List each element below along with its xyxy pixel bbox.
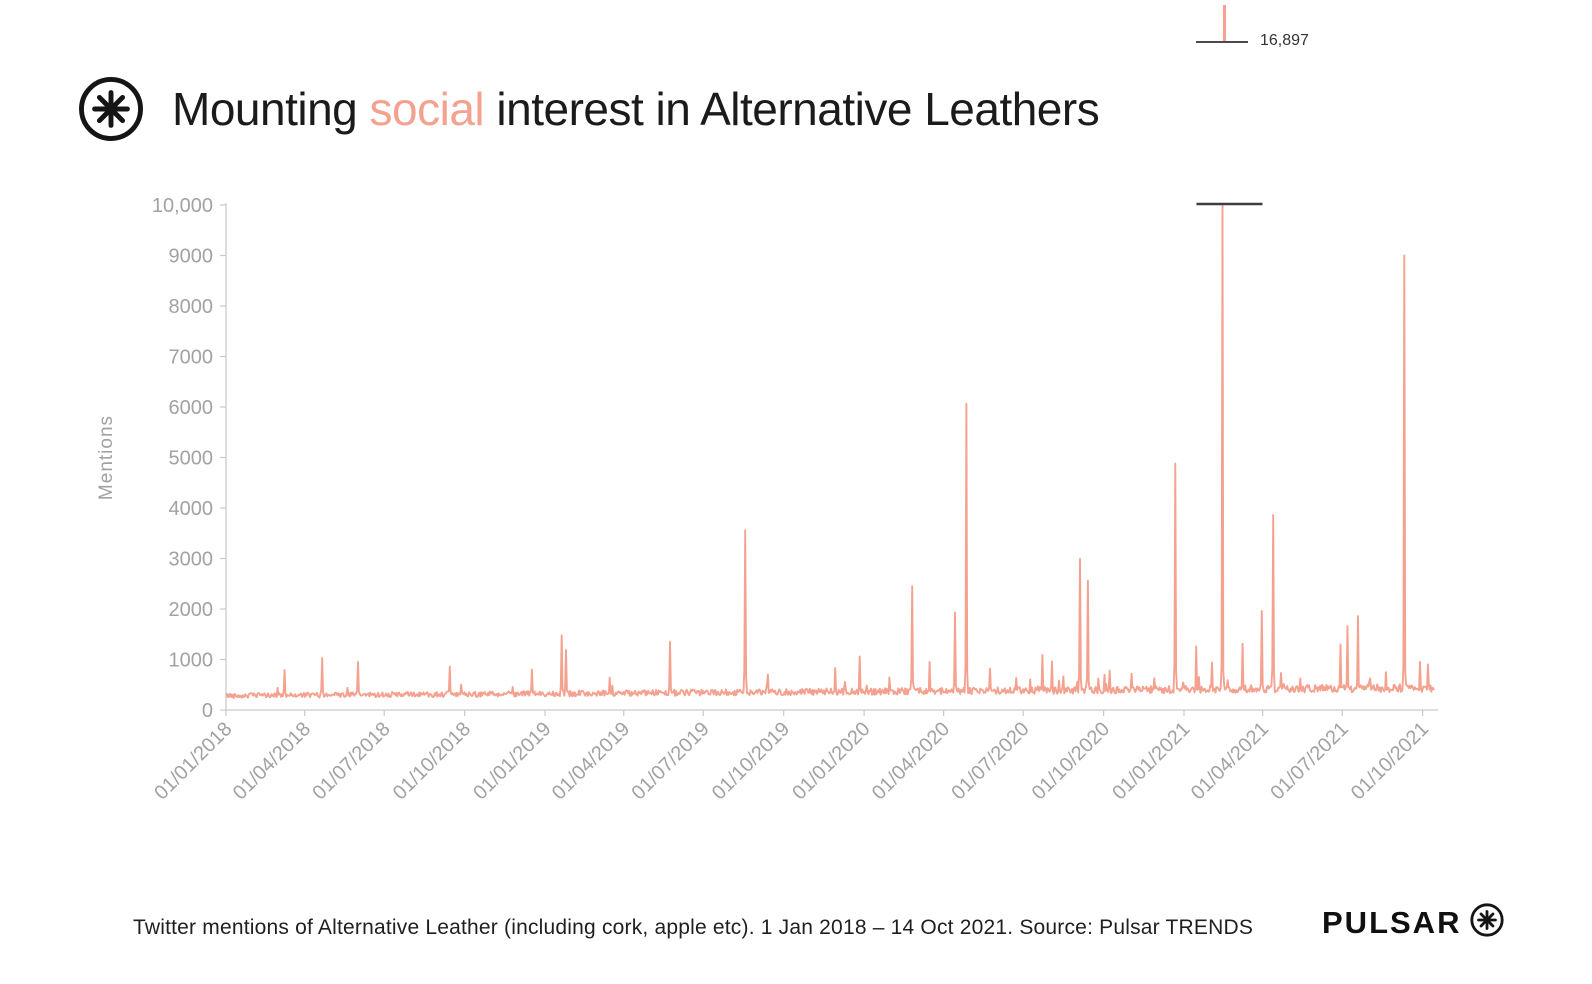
svg-text:1000: 1000	[169, 650, 214, 672]
peak-annotation: 16,897	[1190, 0, 1410, 62]
svg-text:01/10/2020: 01/10/2020	[1028, 718, 1114, 804]
svg-text:5000: 5000	[169, 448, 214, 470]
svg-text:7000: 7000	[169, 347, 214, 369]
brand-footer: PULSAR	[1322, 902, 1505, 941]
svg-text:01/04/2018: 01/04/2018	[229, 718, 315, 804]
chart-caption: Twitter mentions of Alternative Leather …	[133, 916, 1254, 939]
svg-text:01/07/2019: 01/07/2019	[627, 718, 713, 804]
peak-spike-mark	[1223, 5, 1226, 42]
svg-text:Mentions: Mentions	[96, 415, 117, 500]
svg-text:01/10/2021: 01/10/2021	[1347, 718, 1433, 804]
svg-text:6000: 6000	[169, 397, 214, 419]
svg-text:01/07/2021: 01/07/2021	[1266, 718, 1352, 804]
title-post: interest in Alternative Leathers	[484, 83, 1100, 135]
svg-text:2000: 2000	[169, 599, 214, 621]
header: Mounting social interest in Alternative …	[76, 74, 1100, 144]
svg-text:01/10/2018: 01/10/2018	[389, 718, 475, 804]
svg-text:10,000: 10,000	[152, 195, 213, 217]
svg-text:8000: 8000	[169, 296, 214, 318]
svg-text:9000: 9000	[169, 246, 214, 268]
svg-text:01/01/2021: 01/01/2021	[1108, 718, 1194, 804]
title-pre: Mounting	[172, 83, 370, 135]
pulsar-logo-icon	[76, 74, 146, 144]
svg-text:01/01/2020: 01/01/2020	[788, 718, 874, 804]
svg-text:3000: 3000	[169, 549, 214, 571]
title-highlight: social	[369, 83, 485, 135]
svg-text:01/04/2021: 01/04/2021	[1187, 718, 1273, 804]
svg-text:01/07/2020: 01/07/2020	[947, 718, 1033, 804]
svg-text:01/10/2019: 01/10/2019	[708, 718, 794, 804]
svg-text:01/01/2019: 01/01/2019	[469, 718, 555, 804]
peak-cap-mark	[1196, 41, 1248, 43]
svg-text:01/07/2018: 01/07/2018	[308, 718, 394, 804]
svg-text:4000: 4000	[169, 498, 214, 520]
page-title: Mounting social interest in Alternative …	[172, 82, 1100, 136]
brand-wordmark: PULSAR	[1322, 905, 1462, 940]
svg-text:01/01/2018: 01/01/2018	[150, 718, 236, 804]
peak-value-label: 16,897	[1260, 32, 1309, 49]
svg-text:01/04/2019: 01/04/2019	[548, 718, 634, 804]
svg-text:0: 0	[202, 700, 213, 722]
svg-text:01/04/2020: 01/04/2020	[868, 718, 954, 804]
pulsar-star-icon	[1469, 902, 1505, 938]
